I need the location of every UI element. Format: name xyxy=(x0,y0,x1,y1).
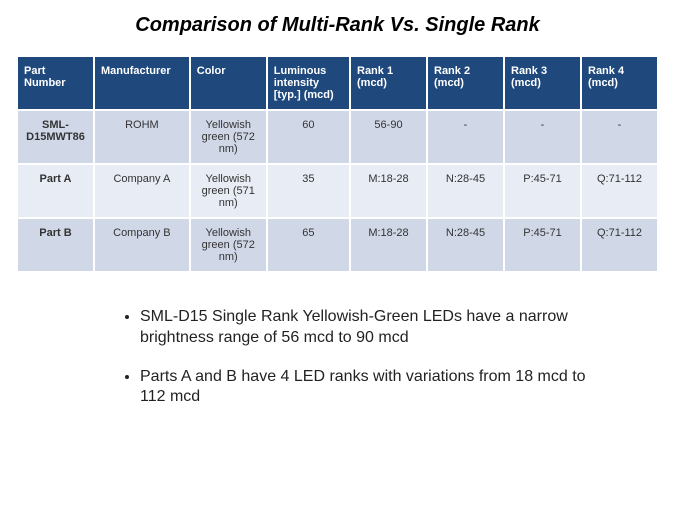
table-cell: N:28-45 xyxy=(428,165,503,217)
notes-item: SML-D15 Single Rank Yellowish-Green LEDs… xyxy=(140,307,615,349)
table-cell: P:45-71 xyxy=(505,219,580,271)
col-rank3: Rank 3 (mcd) xyxy=(505,57,580,109)
page-title: Comparison of Multi-Rank Vs. Single Rank xyxy=(0,0,675,55)
table-cell: Part B xyxy=(18,219,93,271)
table-cell: Company B xyxy=(95,219,189,271)
table-cell: Q:71-112 xyxy=(582,165,657,217)
notes-list: SML-D15 Single Rank Yellowish-Green LEDs… xyxy=(120,307,615,408)
table-cell: Company A xyxy=(95,165,189,217)
col-rank1: Rank 1 (mcd) xyxy=(351,57,426,109)
col-color: Color xyxy=(191,57,266,109)
table-cell: 56-90 xyxy=(351,111,426,163)
table-cell: Part A xyxy=(18,165,93,217)
comparison-table-wrap: Part Number Manufacturer Color Luminous … xyxy=(0,55,675,273)
table-cell: Yellowish green (571 nm) xyxy=(191,165,266,217)
table-cell: SML-D15MWT86 xyxy=(18,111,93,163)
table-row: Part BCompany BYellowish green (572 nm)6… xyxy=(18,219,657,271)
comparison-table: Part Number Manufacturer Color Luminous … xyxy=(16,55,659,273)
col-rank2: Rank 2 (mcd) xyxy=(428,57,503,109)
table-cell: M:18-28 xyxy=(351,219,426,271)
col-part-number: Part Number xyxy=(18,57,93,109)
table-cell: Q:71-112 xyxy=(582,219,657,271)
col-luminous-intensity: Luminous intensity [typ.] (mcd) xyxy=(268,57,349,109)
table-cell: - xyxy=(582,111,657,163)
table-cell: - xyxy=(505,111,580,163)
col-rank4: Rank 4 (mcd) xyxy=(582,57,657,109)
table-cell: N:28-45 xyxy=(428,219,503,271)
table-header-row: Part Number Manufacturer Color Luminous … xyxy=(18,57,657,109)
notes-section: SML-D15 Single Rank Yellowish-Green LEDs… xyxy=(120,307,615,408)
table-cell: M:18-28 xyxy=(351,165,426,217)
notes-item: Parts A and B have 4 LED ranks with vari… xyxy=(140,367,615,409)
table-cell: 60 xyxy=(268,111,349,163)
table-cell: ROHM xyxy=(95,111,189,163)
table-row: Part ACompany AYellowish green (571 nm)3… xyxy=(18,165,657,217)
table-cell: 65 xyxy=(268,219,349,271)
table-row: SML-D15MWT86ROHMYellowish green (572 nm)… xyxy=(18,111,657,163)
col-manufacturer: Manufacturer xyxy=(95,57,189,109)
table-cell: Yellowish green (572 nm) xyxy=(191,111,266,163)
table-cell: - xyxy=(428,111,503,163)
table-body: SML-D15MWT86ROHMYellowish green (572 nm)… xyxy=(18,111,657,271)
table-cell: 35 xyxy=(268,165,349,217)
table-cell: P:45-71 xyxy=(505,165,580,217)
table-cell: Yellowish green (572 nm) xyxy=(191,219,266,271)
